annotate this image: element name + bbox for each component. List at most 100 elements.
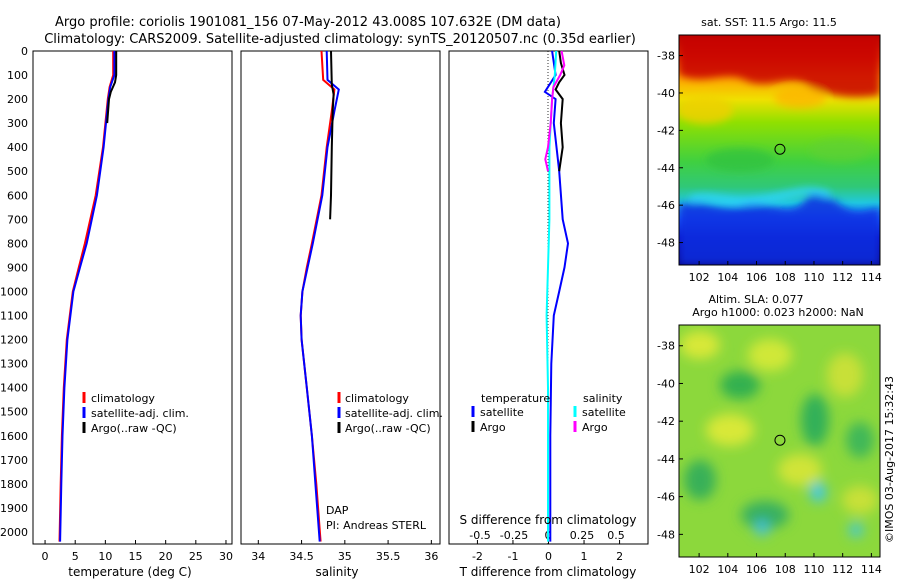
sla-map-ticks: 102 104 106 108 110 112 114 -38 -40 -42 -44 -46 -48	[657, 340, 882, 576]
depth-tick-label: 1200	[0, 334, 28, 347]
temperature-x-ticks: 0 5 10 15 20 25 30	[42, 540, 233, 563]
salinity-axes-frame	[240, 50, 441, 545]
depth-tick-label: 100	[7, 69, 28, 82]
depth-tick-label: 1100	[0, 310, 28, 323]
sla-green-patch	[846, 422, 874, 458]
map-x-tick-label: 102	[689, 563, 710, 576]
x-tick-label: 36	[424, 550, 438, 563]
map-x-tick-label: 106	[746, 563, 767, 576]
map-y-tick-label: -44	[657, 453, 675, 466]
temperature-panel: 0 5 10 15 20 25 30 temperature (deg C) climato…	[32, 50, 233, 579]
sla-cyan-patch	[849, 523, 863, 537]
series-t-satellite	[543, 50, 570, 542]
sla-green-patch	[720, 371, 760, 399]
argo-location-marker	[774, 434, 786, 446]
legend-header-salinity: salinity	[583, 392, 623, 405]
map-x-tick-label: 106	[746, 271, 767, 284]
map-y-tick-label: -48	[657, 237, 675, 250]
sla-map-title2: Argo h1000: 0.023 h2000: NaN	[692, 306, 864, 319]
depth-tick-label: 0	[21, 45, 28, 58]
map-x-tick-label: 114	[861, 563, 882, 576]
depth-tick-label: 600	[7, 189, 28, 202]
map-y-tick-label: -46	[657, 491, 675, 504]
depth-tick-label: 1300	[0, 358, 28, 371]
depth-tick-label: 1700	[0, 454, 28, 467]
salinity-panel: 34 34.5 35 35.5 36 salinity climatology sate…	[240, 50, 443, 579]
depth-tick-label: 2000	[0, 526, 28, 539]
legend-label-s-satellite: satellite	[582, 406, 626, 419]
sst-green-patch	[706, 148, 774, 172]
map-x-tick-label: 102	[689, 271, 710, 284]
difference-x-ticks: -2 -1 0 1 2-0.5 -0.25 0 0.25 0.5	[469, 529, 624, 563]
depth-tick-label: 1800	[0, 478, 28, 491]
imos-timestamp: ©IMOS 03-Aug-2017 15:32:43	[883, 376, 896, 543]
sla-map-frame	[678, 324, 881, 558]
map-y-tick-label: -42	[657, 415, 675, 428]
map-x-tick-label: 114	[861, 271, 882, 284]
x-tick-label: -1	[507, 550, 518, 563]
series-satellite-adj-clim-	[59, 51, 116, 542]
sla-yellow-patch	[748, 339, 792, 371]
depth-tick-label: 400	[7, 141, 28, 154]
map-y-tick-label: -46	[657, 199, 675, 212]
depth-tick-label: 300	[7, 117, 28, 130]
legend-label-argo: Argo(..raw -QC)	[345, 422, 431, 435]
x-tick-label: 2	[616, 550, 623, 563]
argo-location-marker	[774, 143, 786, 155]
x-tick-label: 15	[129, 550, 143, 563]
x-tick-label: 20	[159, 550, 173, 563]
legend-label-satellite: satellite-adj. clim.	[345, 407, 443, 420]
pi-label: PI: Andreas STERL	[326, 519, 427, 532]
sla-green-patch	[801, 394, 829, 446]
depth-tick-label: 1600	[0, 430, 28, 443]
sst-cold-tongue	[679, 192, 880, 265]
s-diff-tick-label: -0.5	[469, 529, 490, 542]
x-tick-label: 10	[98, 550, 112, 563]
map-y-tick-label: -40	[657, 87, 675, 100]
map-x-tick-label: 104	[717, 271, 738, 284]
header-line1: Argo profile: coriolis 1901081_156 07-Ma…	[55, 15, 561, 30]
sla-cyan-patch	[810, 482, 826, 502]
depth-tick-label: 1400	[0, 382, 28, 395]
series-satellite-adj-clim-	[299, 50, 340, 542]
series-argo-raw-qc-	[329, 50, 335, 220]
map-x-tick-label: 108	[775, 563, 796, 576]
x-tick-label: 30	[219, 550, 233, 563]
x-tick-label: 35.5	[376, 550, 401, 563]
depth-tick-label: 1900	[0, 502, 28, 515]
map-x-tick-label: 110	[803, 271, 824, 284]
series-argo-raw-qc-	[106, 51, 118, 124]
s-diff-tick-label: 0.5	[607, 529, 625, 542]
legend-label-satellite: satellite-adj. clim.	[91, 407, 189, 420]
sla-yellow-patch	[778, 454, 822, 486]
x-tick-label: 25	[189, 550, 203, 563]
sla-green-patch	[741, 501, 789, 529]
sla-yellow-patch	[680, 331, 720, 359]
temperature-xlabel: temperature (deg C)	[68, 565, 191, 579]
map-y-tick-label: -42	[657, 124, 675, 137]
x-tick-label: 35	[338, 550, 352, 563]
salinity-legend: climatology satellite-adj. clim. Argo(..…	[337, 392, 443, 435]
legend-label-t-argo: Argo	[480, 421, 506, 434]
map-y-tick-label: -44	[657, 162, 675, 175]
map-y-tick-label: -38	[657, 340, 675, 353]
s-diff-tick-label: 0.25	[570, 529, 595, 542]
sla-yellow-patch	[706, 414, 754, 446]
x-tick-label: -2	[472, 550, 483, 563]
sst-yellow-patch	[774, 88, 826, 108]
s-diff-tick-label: -0.25	[500, 529, 528, 542]
temperature-legend: climatology satellite-adj. clim. Argo(..…	[82, 392, 189, 435]
depth-tick-label: 700	[7, 213, 28, 226]
difference-legend: temperature salinity satellite Argo sate…	[471, 392, 626, 434]
salinity-lines	[299, 50, 340, 542]
temperature-axes-frame	[32, 50, 233, 545]
map-y-tick-label: -38	[657, 50, 675, 63]
x-tick-label: 0	[42, 550, 49, 563]
legend-label-t-satellite: satellite	[480, 406, 524, 419]
sst-yellow-patch	[679, 96, 733, 124]
temperature-lines	[58, 51, 118, 542]
dap-label: DAP	[326, 504, 349, 517]
series-s-argo	[544, 50, 566, 172]
sst-map-ticks: 102 104 106 108 110 112 114 -38 -40 -42 -44 -46 -48	[657, 50, 882, 284]
